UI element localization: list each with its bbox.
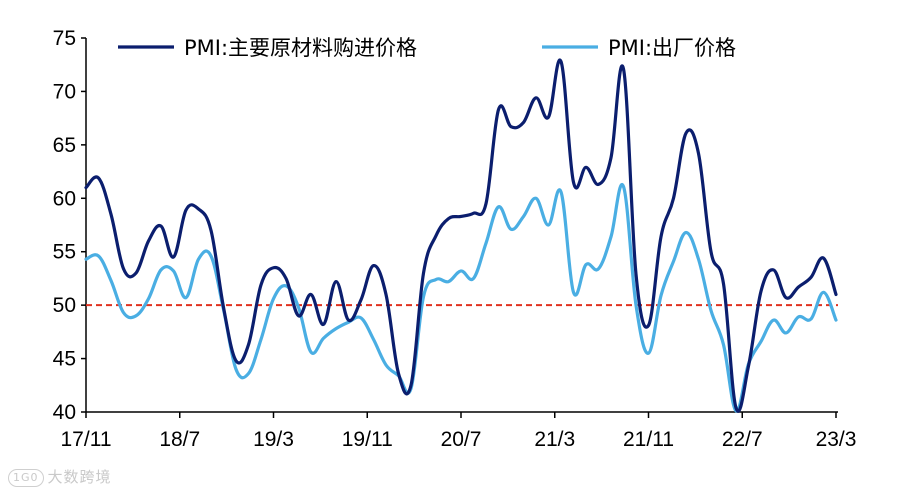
y-tick-label: 55 bbox=[53, 241, 76, 264]
x-tick-label: 18/7 bbox=[159, 428, 200, 451]
x-tick-label: 19/11 bbox=[342, 428, 393, 451]
x-tick-label: 22/7 bbox=[722, 428, 763, 451]
series-line-1 bbox=[84, 58, 838, 413]
legend-label-1: PMI:主要原材料购进价格 bbox=[184, 36, 417, 60]
watermark: 1G0 大数跨境 bbox=[8, 466, 112, 487]
y-axis-ticks: 40 45 50 55 60 65 70 75 bbox=[53, 27, 86, 424]
series-line-2 bbox=[84, 182, 838, 413]
x-tick-label: 23/3 bbox=[816, 428, 857, 451]
x-tick-label: 21/3 bbox=[534, 428, 575, 451]
legend: PMI:主要原材料购进价格 PMI:出厂价格 bbox=[118, 36, 736, 60]
watermark-text: 大数跨境 bbox=[47, 468, 112, 486]
legend-label-2: PMI:出厂价格 bbox=[608, 36, 736, 60]
y-tick-label: 45 bbox=[53, 348, 76, 371]
y-tick-label: 70 bbox=[53, 80, 76, 103]
y-tick-label: 50 bbox=[53, 294, 76, 317]
x-tick-label: 21/11 bbox=[623, 428, 674, 451]
x-tick-label: 19/3 bbox=[253, 428, 294, 451]
x-axis-ticks: 17/11 18/7 19/3 19/11 20/7 21/3 21/11 22/7 23/3 bbox=[61, 412, 857, 451]
watermark-logo: 1G0 bbox=[8, 468, 44, 487]
x-tick-label: 20/7 bbox=[441, 428, 482, 451]
y-tick-label: 65 bbox=[53, 134, 76, 157]
y-tick-label: 40 bbox=[53, 401, 76, 424]
series-layer bbox=[84, 58, 838, 413]
y-tick-label: 60 bbox=[53, 187, 76, 210]
y-tick-label: 75 bbox=[53, 27, 76, 50]
x-tick-label: 17/11 bbox=[61, 428, 112, 451]
